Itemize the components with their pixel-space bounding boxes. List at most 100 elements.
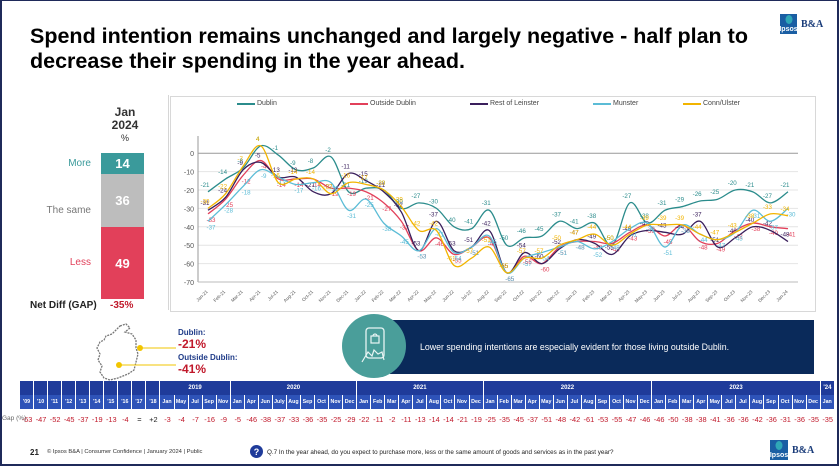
data-label: -51: [710, 237, 720, 244]
data-label: -31: [751, 213, 761, 220]
period-header-cell: Apr: [694, 395, 709, 409]
data-label: -51: [663, 250, 673, 257]
period-header-cell: Dec: [343, 395, 358, 409]
period-header-cell: Aug: [427, 395, 442, 409]
data-label: 4: [256, 136, 260, 143]
data-label: -21: [201, 182, 211, 189]
data-label: -40: [745, 217, 755, 224]
period-header-cell: Oct: [778, 395, 793, 409]
period-header-cell: Jun: [553, 395, 568, 409]
data-label: -17: [294, 187, 304, 194]
period-header-cell: Jul: [567, 395, 582, 409]
period-header-cell: Mar: [511, 395, 526, 409]
data-label: -37: [693, 211, 703, 218]
data-label: -21: [365, 195, 375, 202]
data-label: -21: [781, 182, 791, 189]
period-header-cell: Nov: [792, 395, 807, 409]
data-label: -20: [728, 180, 738, 187]
data-label: -7: [237, 156, 243, 163]
data-label: -12: [242, 178, 252, 185]
data-label: -22: [324, 184, 334, 191]
gap-value-cell: -42: [567, 409, 582, 429]
data-label: -21: [745, 182, 755, 189]
data-label: -50: [605, 235, 615, 242]
ipsos-logo-footer: Ipsos B&A: [770, 440, 814, 460]
data-label: -55: [605, 244, 615, 251]
gap-value-cell: -35: [314, 409, 330, 429]
period-header-cell: Feb: [497, 395, 512, 409]
gap-value-cell: -25: [329, 409, 344, 429]
period-header-cell: Jan: [357, 395, 372, 409]
data-label: -49: [716, 246, 726, 253]
period-header-cell: Nov: [455, 395, 470, 409]
data-label: -14: [294, 182, 304, 189]
period-header-cell: Aug: [750, 395, 765, 409]
data-label: -45: [534, 226, 544, 233]
gap-value-cell: -55: [609, 409, 625, 429]
gap-value-cell: -14: [441, 409, 456, 429]
period-header-cell: Jun: [258, 395, 273, 409]
data-label: -21: [306, 182, 316, 189]
gap-value-cell: -48: [553, 409, 568, 429]
data-label: -52: [552, 239, 562, 246]
data-label: -11: [341, 163, 350, 170]
data-label: -60: [534, 254, 544, 261]
data-label: -47: [570, 230, 580, 237]
period-header-cell: Feb: [371, 395, 386, 409]
data-label: -16: [330, 186, 340, 193]
data-label: -38: [646, 226, 656, 233]
data-label: -16: [341, 173, 351, 180]
period-header-cell: '13: [76, 395, 91, 409]
y-tick-label: -30: [184, 206, 194, 213]
data-label: -38: [751, 226, 761, 233]
year-header-cell: 2020: [230, 381, 358, 395]
data-label: -37: [400, 224, 410, 231]
gap-value-cell: -47: [34, 409, 49, 429]
data-label: -37: [207, 224, 217, 231]
legend-item: Outside Dublin: [350, 100, 416, 107]
gap-value-cell: -9: [216, 409, 231, 429]
data-label: -14: [288, 169, 298, 176]
data-label: -57: [464, 248, 474, 255]
data-label: -54: [540, 256, 550, 263]
period-header-cell: Nov: [624, 395, 639, 409]
legend-label: Rest of Leinster: [490, 100, 540, 107]
data-label: -51: [464, 237, 474, 244]
series-line-munster: [207, 168, 789, 274]
data-label: -27: [763, 193, 773, 200]
snapshot-header: Jan 2024 %: [100, 106, 150, 145]
gap-value-cell: -38: [680, 409, 695, 429]
y-tick-label: -70: [184, 280, 194, 287]
gap-value-cell: -41: [708, 409, 723, 429]
data-label: -48: [611, 245, 621, 252]
data-label: -46: [728, 228, 738, 235]
data-label: -31: [201, 200, 211, 207]
data-label: -29: [675, 197, 685, 204]
y-tick-label: 0: [190, 151, 194, 158]
year-header-cell: [118, 381, 133, 395]
table-gap-row: -63 -47 -52 -45 -37 -19 -13 -4 = +2 -3 -4 -7 -16 -9 -5-…: [20, 409, 835, 429]
gap-value-cell: -38: [258, 409, 273, 429]
data-label: -53: [447, 241, 457, 248]
data-label: -30: [787, 211, 797, 218]
data-label: -13: [288, 167, 298, 174]
gap-value-cell: -51: [539, 409, 554, 429]
data-label: -39: [646, 228, 656, 235]
ireland-map-icon: [96, 323, 139, 381]
gap-value-cell: -36: [300, 409, 315, 429]
year-header-cell: [146, 381, 161, 395]
gap-value-cell: -36: [736, 409, 751, 429]
data-label: -13: [271, 167, 281, 174]
legend-swatch: [593, 102, 611, 105]
period-header-cell: '14: [90, 395, 105, 409]
ipsos-logo-text: B&A: [792, 444, 815, 456]
period-header-cell: Nov: [216, 395, 231, 409]
dublin-marker: [137, 345, 143, 351]
data-label: -39: [657, 215, 667, 222]
data-label: -14: [277, 182, 287, 189]
gap-value-cell: -61: [581, 409, 596, 429]
y-tick-label: -40: [184, 225, 194, 232]
period-header-cell: Jan: [652, 395, 667, 409]
data-label: -33: [207, 217, 217, 224]
